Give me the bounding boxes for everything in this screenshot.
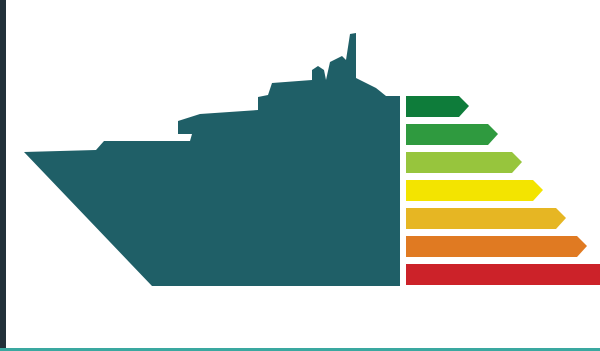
rating-bar-1 (406, 96, 469, 117)
ship-silhouette-icon (24, 33, 400, 286)
rating-bar-6 (406, 236, 587, 257)
bottom-frame-border (0, 348, 600, 351)
rating-bar-3 (406, 152, 522, 173)
rating-bar-4 (406, 180, 543, 201)
rating-bar-5 (406, 208, 566, 229)
energy-rating-bars (406, 96, 600, 285)
rating-bar-7 (406, 264, 600, 285)
left-frame-border (0, 0, 6, 351)
rating-bar-2 (406, 124, 498, 145)
ship-hull-and-superstructure (24, 33, 400, 286)
